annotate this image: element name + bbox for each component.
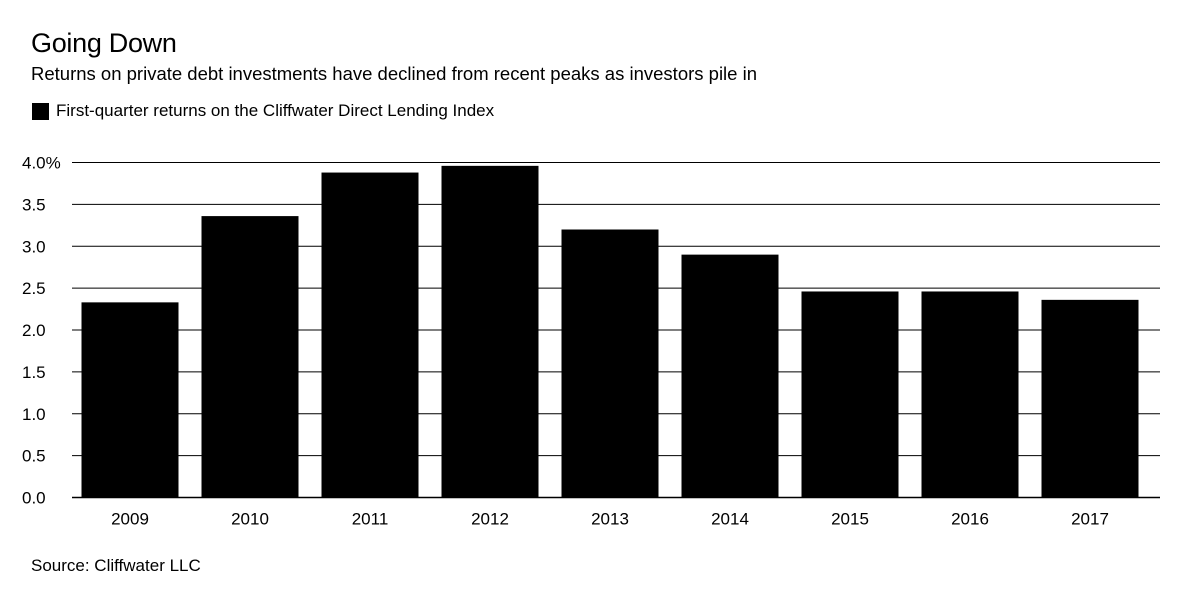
bar-2011 (321, 172, 419, 498)
bar-2016 (921, 291, 1019, 498)
x-tick-label: 2011 (352, 510, 389, 529)
legend: First-quarter returns on the Cliffwater … (32, 101, 494, 121)
x-tick-label: 2013 (591, 510, 629, 529)
x-tick-label: 2015 (831, 510, 869, 529)
source-note: Source: Cliffwater LLC (31, 556, 201, 575)
y-axis-tick-labels: 0.0 0.5 1.0 1.5 2.0 2.5 3.0 3.5 4.0% (22, 154, 61, 508)
bar-2014 (681, 254, 779, 498)
y-tick-label: 4.0% (22, 154, 61, 173)
y-tick-label: 3.5 (22, 195, 46, 214)
x-tick-label: 2016 (951, 510, 989, 529)
bar-2010 (201, 216, 299, 498)
chart-title: Going Down (31, 28, 177, 58)
bar-2009 (81, 302, 179, 498)
x-tick-label: 2009 (111, 510, 149, 529)
bars (81, 165, 1139, 498)
y-tick-label: 1.0 (22, 405, 46, 424)
x-tick-label: 2014 (711, 510, 749, 529)
x-tick-label: 2010 (231, 510, 269, 529)
x-axis-tick-labels: 2009 2010 2011 2012 2013 2014 2015 2016 2017 (111, 510, 1109, 529)
bar-chart: 0.0 0.5 1.0 1.5 2.0 2.5 3.0 3.5 4.0% 2009 2010 201… (22, 154, 1160, 529)
bar-2017 (1041, 299, 1139, 498)
legend-swatch (32, 102, 49, 120)
bar-2012 (441, 165, 539, 498)
chart-subtitle: Returns on private debt investments have… (31, 63, 757, 84)
y-tick-label: 2.5 (22, 279, 46, 298)
y-tick-label: 0.5 (22, 447, 46, 466)
legend-label: First-quarter returns on the Cliffwater … (56, 101, 495, 120)
bar-2013 (561, 229, 659, 498)
y-tick-label: 1.5 (22, 363, 46, 382)
x-tick-label: 2017 (1071, 510, 1109, 529)
bar-2015 (801, 291, 899, 498)
y-tick-label: 2.0 (22, 321, 46, 340)
y-tick-label: 0.0 (22, 489, 46, 508)
y-tick-label: 3.0 (22, 237, 46, 256)
x-tick-label: 2012 (471, 510, 509, 529)
